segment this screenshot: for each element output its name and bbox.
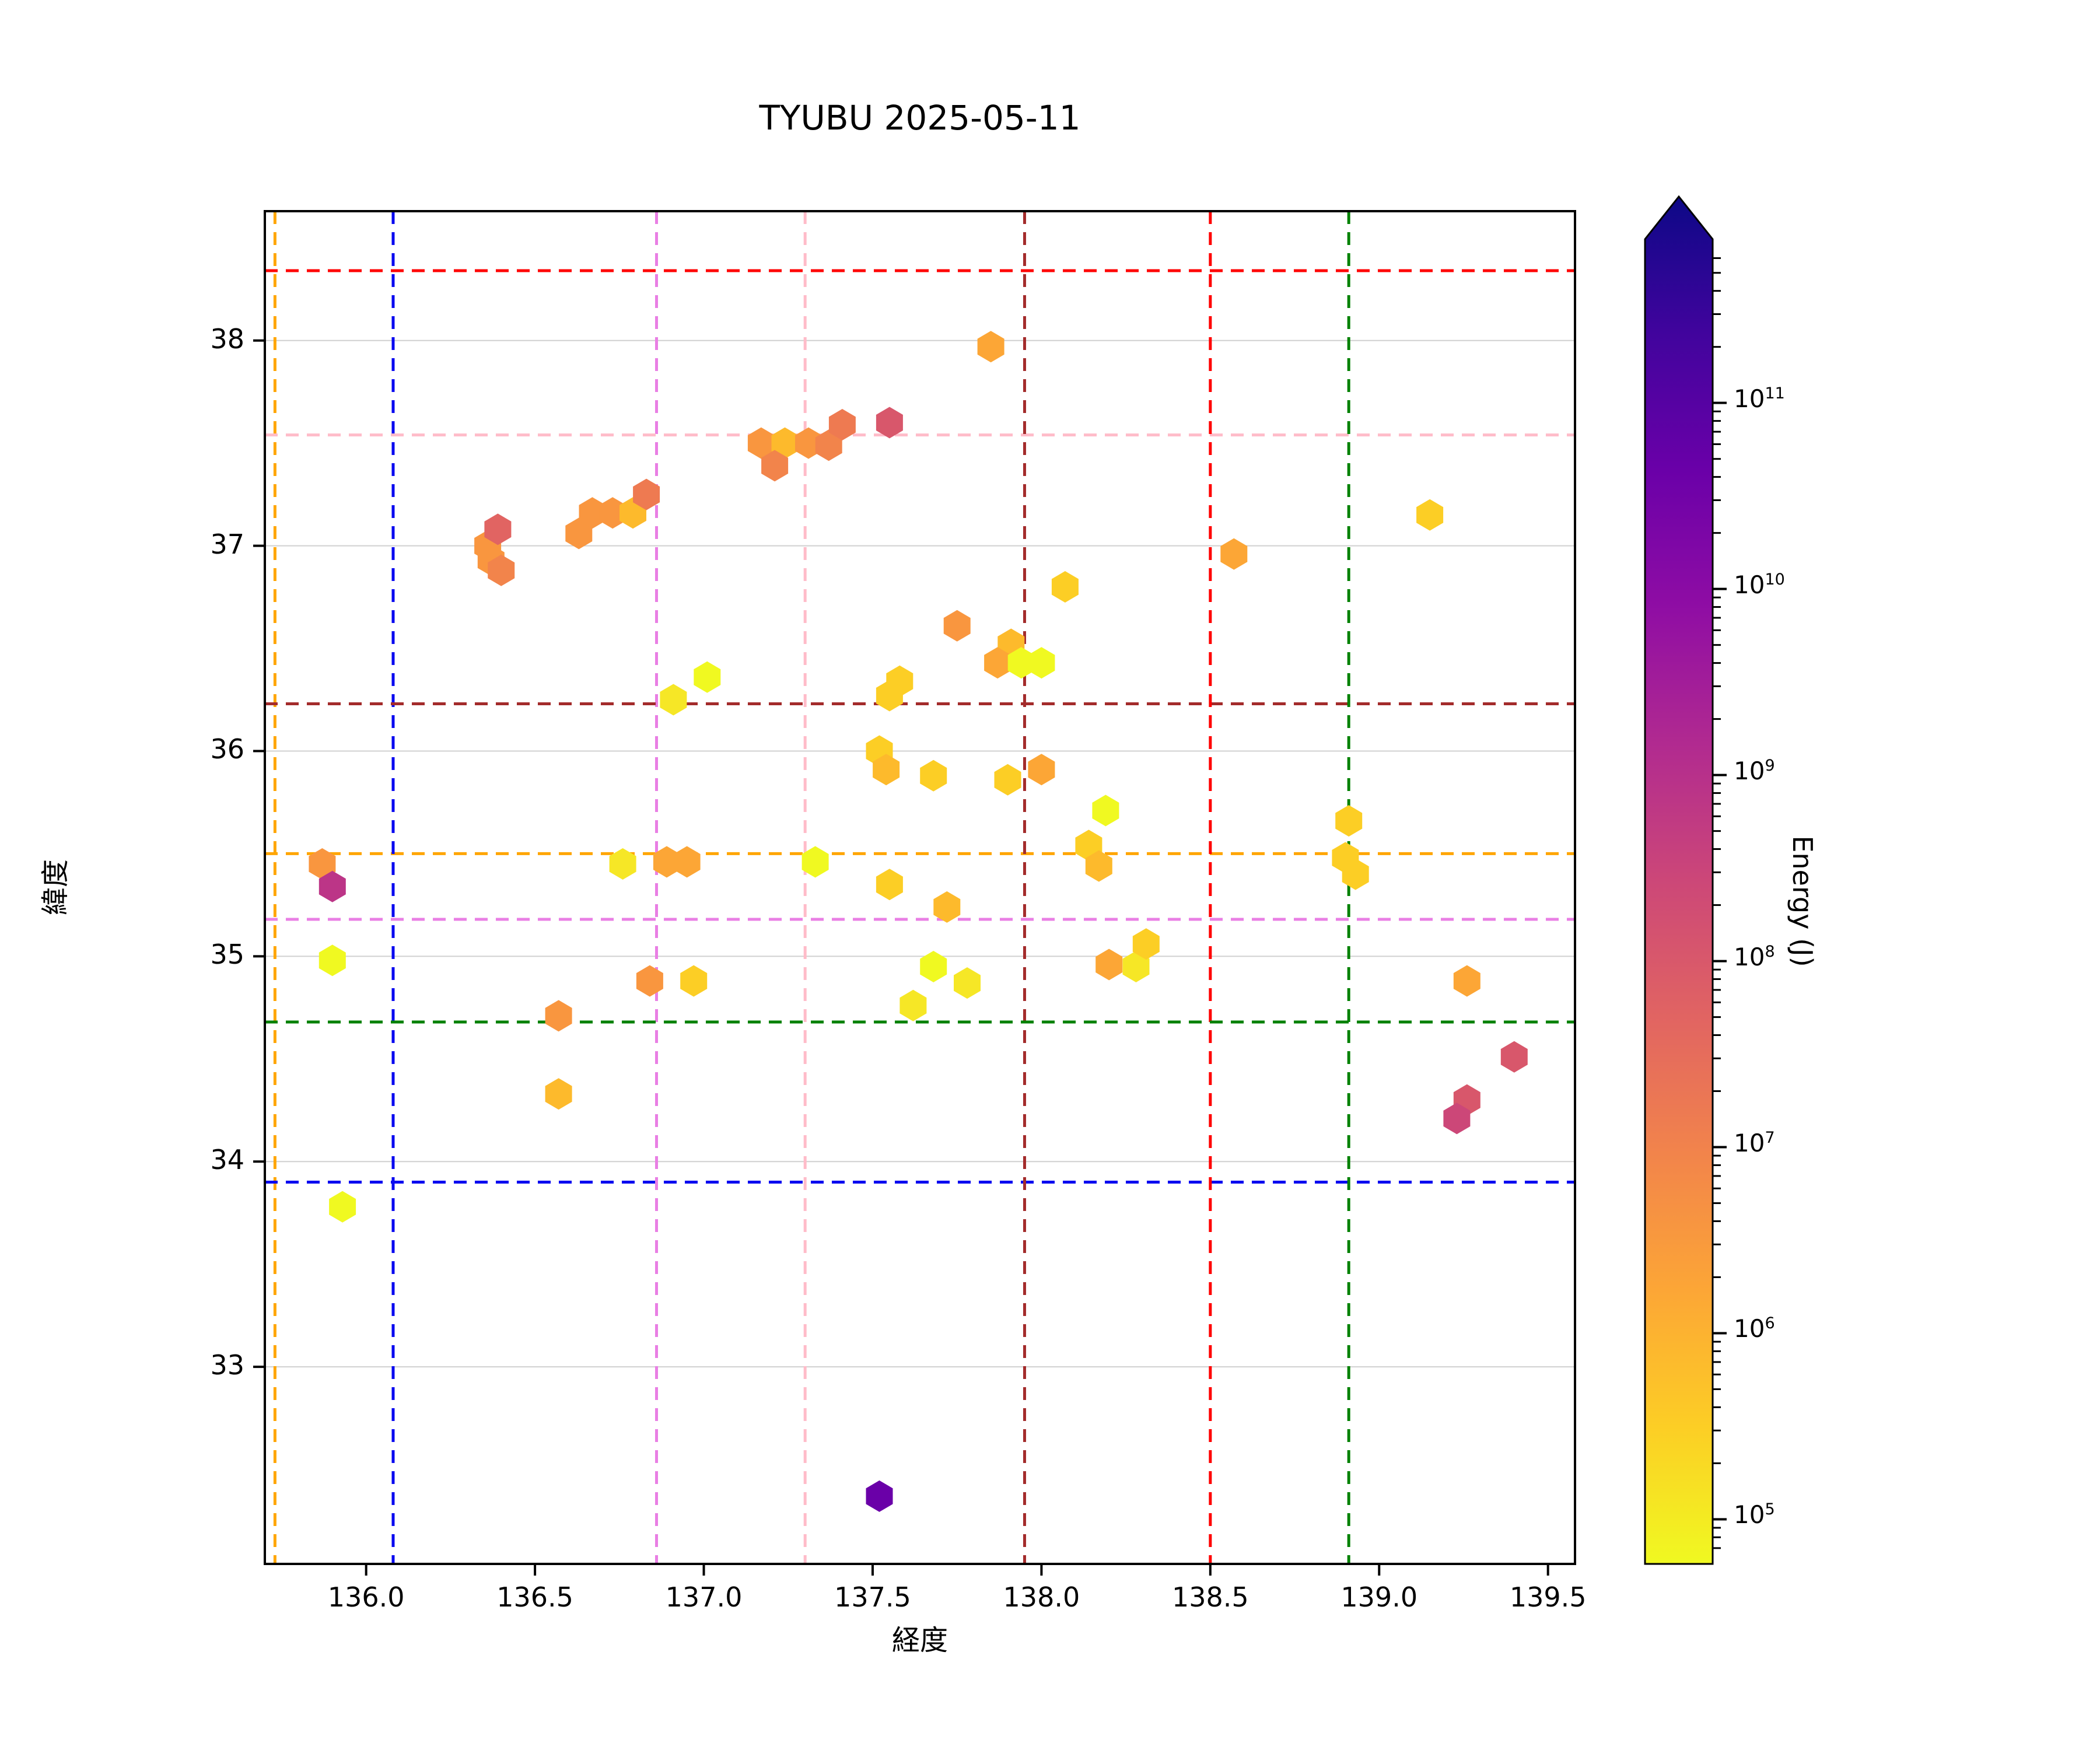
x-tick-label: 136.5 — [496, 1581, 573, 1613]
hex-marker — [1220, 538, 1248, 570]
hex-marker — [318, 870, 346, 902]
colorbar-tick-label: 1010 — [1734, 570, 1785, 599]
hex-marker — [545, 1000, 572, 1032]
y-tick-label: 38 — [210, 323, 244, 355]
hex-marker — [900, 989, 927, 1021]
hex-marker — [1132, 928, 1160, 960]
hex-marker — [771, 427, 799, 459]
hex-marker — [1085, 850, 1112, 882]
hex-marker — [943, 610, 971, 642]
colorbar-label: Energy (J) — [1787, 835, 1818, 967]
colorbar-tick-label: 1011 — [1734, 384, 1785, 413]
x-axis-label: 経度 — [891, 1624, 948, 1657]
hex-marker — [545, 1078, 572, 1110]
hex-marker — [694, 661, 721, 693]
hex-marker — [920, 760, 947, 792]
x-tick-label: 138.5 — [1171, 1581, 1249, 1613]
colorbar — [1644, 195, 1714, 1565]
hex-marker — [565, 517, 593, 550]
y-axis-label: 緯度 — [39, 859, 72, 915]
hex-marker — [876, 869, 903, 901]
hex-marker — [1500, 1041, 1528, 1073]
hex-marker — [1453, 965, 1480, 997]
x-tick-label: 138.0 — [1003, 1581, 1080, 1613]
hex-marker — [329, 1191, 356, 1223]
x-tick-label: 137.5 — [834, 1581, 911, 1613]
hex-marker — [488, 554, 515, 586]
hex-marker — [318, 944, 346, 977]
hex-marker — [984, 647, 1012, 679]
x-tick-label: 139.0 — [1340, 1581, 1418, 1613]
hex-marker — [954, 967, 981, 999]
y-tick-label: 33 — [210, 1349, 244, 1381]
colorbar-tick-label: 106 — [1734, 1314, 1775, 1343]
hex-marker — [876, 407, 903, 439]
hex-marker — [1122, 951, 1150, 982]
hex-marker — [1028, 754, 1055, 786]
x-tick-label: 139.5 — [1509, 1581, 1587, 1613]
hex-marker — [977, 331, 1005, 363]
hex-marker — [1335, 805, 1363, 837]
hex-marker — [828, 409, 856, 440]
hex-marker — [609, 848, 636, 880]
y-tick-label: 34 — [210, 1144, 244, 1176]
x-tick-label: 137.0 — [665, 1581, 743, 1613]
hex-marker — [761, 450, 789, 482]
plot-frame — [264, 210, 1576, 1565]
hex-marker — [1416, 499, 1444, 531]
hex-marker — [1443, 1102, 1471, 1135]
hex-marker — [1007, 647, 1035, 679]
colorbar-tick-label: 109 — [1734, 756, 1775, 785]
hex-marker — [994, 764, 1021, 796]
colorbar-tick-label: 105 — [1734, 1500, 1775, 1530]
hex-marker — [873, 754, 900, 786]
hex-marker — [795, 427, 822, 459]
hex-marker — [866, 1480, 893, 1512]
hex-marker — [633, 478, 660, 510]
hex-marker — [636, 965, 663, 997]
y-tick-label: 35 — [210, 939, 244, 971]
colorbar-tick-label: 108 — [1734, 942, 1775, 971]
hex-marker — [673, 846, 701, 878]
hex-marker — [1096, 949, 1123, 981]
y-tick-label: 37 — [210, 528, 244, 560]
hex-marker — [484, 513, 512, 545]
hex-marker — [680, 965, 708, 997]
hex-marker — [309, 848, 336, 880]
y-tick-label: 36 — [210, 733, 244, 765]
hex-marker — [579, 497, 606, 529]
hex-marker — [599, 497, 626, 529]
hex-marker — [1051, 571, 1079, 603]
hex-marker — [876, 680, 903, 712]
chart-title: TYUBU 2025-05-11 — [759, 98, 1081, 138]
hex-marker — [747, 427, 775, 459]
x-tick-label: 136.0 — [327, 1581, 405, 1613]
colorbar-tick-label: 107 — [1734, 1128, 1775, 1157]
hex-marker — [660, 684, 687, 716]
hex-marker — [1342, 858, 1369, 890]
hex-marker — [920, 951, 947, 982]
hex-marker — [1028, 647, 1055, 679]
hex-marker — [802, 846, 829, 878]
hex-marker — [1092, 794, 1119, 827]
hex-marker — [933, 891, 961, 923]
hex-marker — [653, 846, 680, 878]
hex-marker — [815, 429, 842, 461]
